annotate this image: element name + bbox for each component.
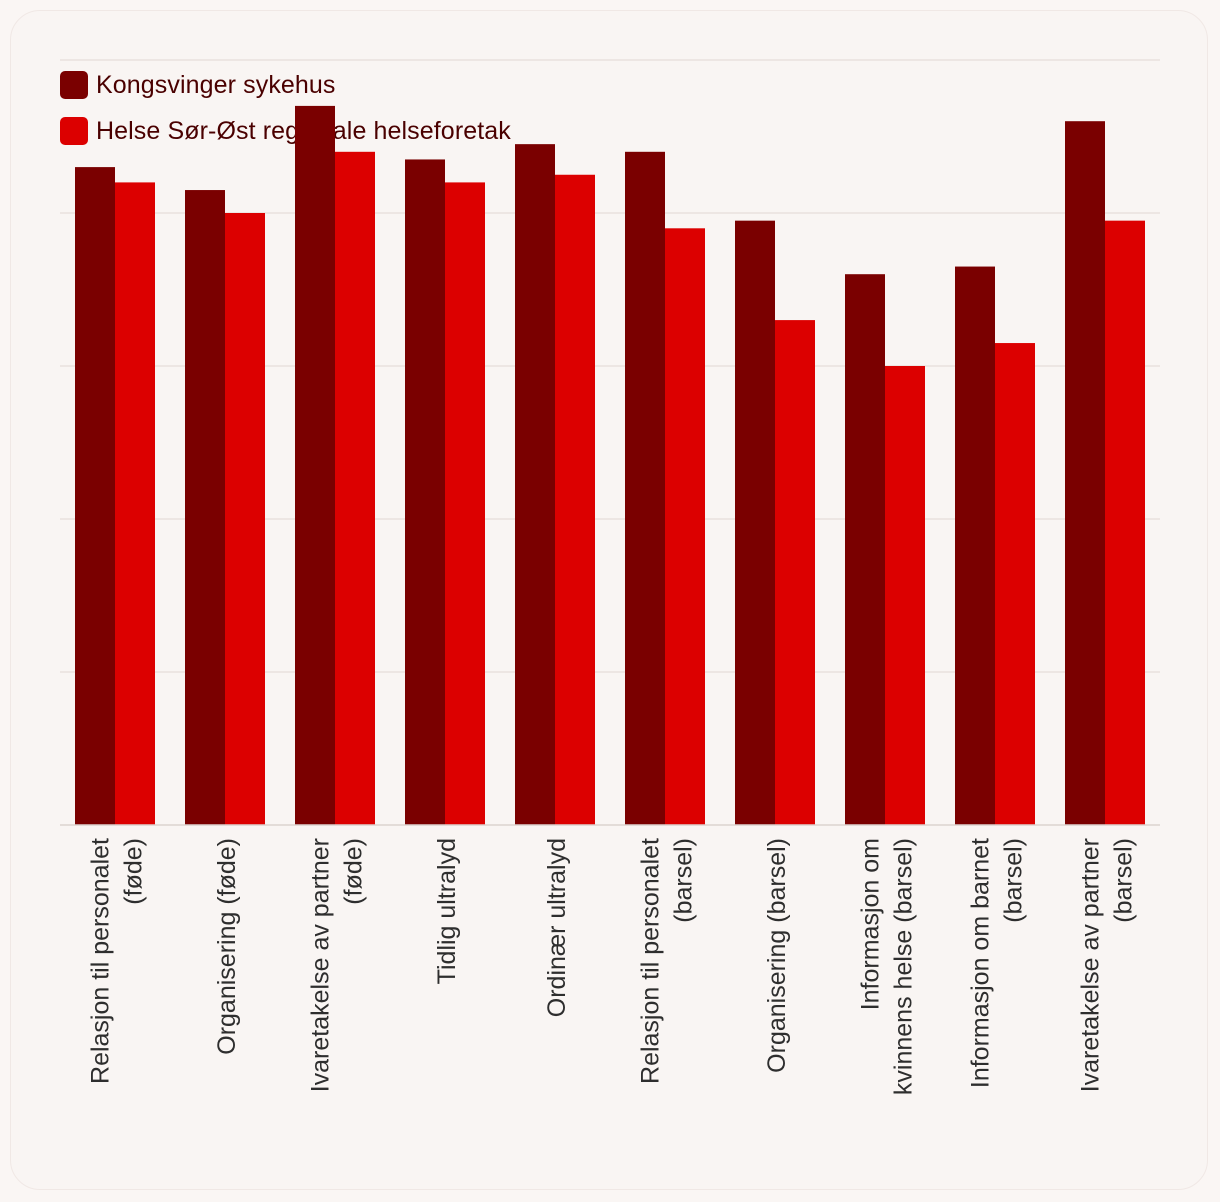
x-tick-label: Relasjon til personalet [637,838,665,1084]
bar-series2 [995,343,1035,825]
x-tick-label: Tidlig ultralyd [433,838,461,984]
bar-series2 [445,182,485,825]
x-tick-label: Organisering (føde) [213,838,241,1055]
bar-series1 [75,167,115,826]
bar-series1 [955,266,995,825]
legend-item-kongsvinger: Kongsvinger sykehus [60,62,511,108]
bar-series1 [735,220,775,825]
x-tick-label: (barsel) [1000,838,1028,923]
bar-series1 [625,151,665,826]
bar-series2 [225,213,265,825]
x-tick-label: Organisering (barsel) [763,838,791,1073]
bar-series2 [335,151,375,826]
x-tick-label: kvinnens helse (barsel) [890,838,918,1095]
bar-series2 [1105,220,1145,825]
x-tick-label: Relasjon til personalet [87,838,115,1084]
bar-series1 [295,105,335,825]
legend-swatch-helse-sor-ost [60,117,88,145]
x-tick-label: Informasjon om [857,838,885,1010]
x-tick-label: (føde) [340,838,368,905]
bar-series1 [1065,121,1105,825]
x-tick-label: (barsel) [1110,838,1138,923]
bar-series2 [555,174,595,825]
x-tick-label: (barsel) [670,838,698,923]
bar-series2 [775,320,815,825]
bar-series2 [885,366,925,825]
bar-series1 [405,159,445,825]
bar-series1 [845,274,885,825]
x-tick-label: (føde) [120,838,148,905]
legend-swatch-kongsvinger [60,71,88,99]
bar-series1 [185,190,225,826]
x-tick-label: Ivaretakelse av partner [1077,838,1105,1092]
legend-label-kongsvinger: Kongsvinger sykehus [96,70,336,99]
x-tick-label: Ordinær ultralyd [543,838,571,1017]
x-tick-label: Informasjon om barnet [967,838,995,1088]
bar-series1 [515,144,555,825]
bar-series2 [115,182,155,825]
x-tick-label: Ivaretakelse av partner [307,838,335,1092]
bar-series2 [665,228,705,826]
